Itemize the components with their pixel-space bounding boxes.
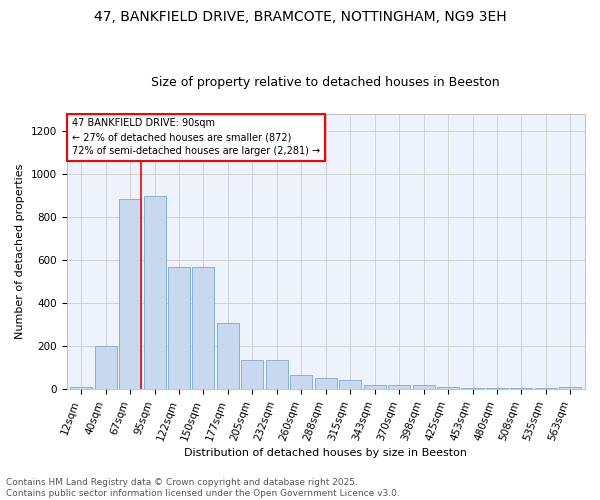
Bar [168, 267, 190, 389]
Bar [437, 386, 459, 389]
Bar [559, 386, 581, 389]
Bar [95, 346, 116, 389]
Text: 47 BANKFIELD DRIVE: 90sqm
← 27% of detached houses are smaller (872)
72% of semi: 47 BANKFIELD DRIVE: 90sqm ← 27% of detac… [72, 118, 320, 156]
Bar [143, 196, 166, 389]
Bar [290, 376, 313, 389]
Text: 47, BANKFIELD DRIVE, BRAMCOTE, NOTTINGHAM, NG9 3EH: 47, BANKFIELD DRIVE, BRAMCOTE, NOTTINGHA… [94, 10, 506, 24]
Bar [535, 388, 557, 389]
Bar [266, 360, 288, 389]
Bar [119, 199, 141, 389]
Bar [413, 386, 434, 389]
Y-axis label: Number of detached properties: Number of detached properties [15, 164, 25, 340]
X-axis label: Distribution of detached houses by size in Beeston: Distribution of detached houses by size … [184, 448, 467, 458]
Bar [339, 380, 361, 389]
Bar [70, 386, 92, 389]
Title: Size of property relative to detached houses in Beeston: Size of property relative to detached ho… [151, 76, 500, 90]
Bar [217, 322, 239, 389]
Bar [364, 386, 386, 389]
Bar [486, 388, 508, 389]
Bar [241, 360, 263, 389]
Bar [461, 388, 484, 389]
Bar [315, 378, 337, 389]
Bar [511, 388, 532, 389]
Bar [193, 267, 214, 389]
Text: Contains HM Land Registry data © Crown copyright and database right 2025.
Contai: Contains HM Land Registry data © Crown c… [6, 478, 400, 498]
Bar [388, 386, 410, 389]
